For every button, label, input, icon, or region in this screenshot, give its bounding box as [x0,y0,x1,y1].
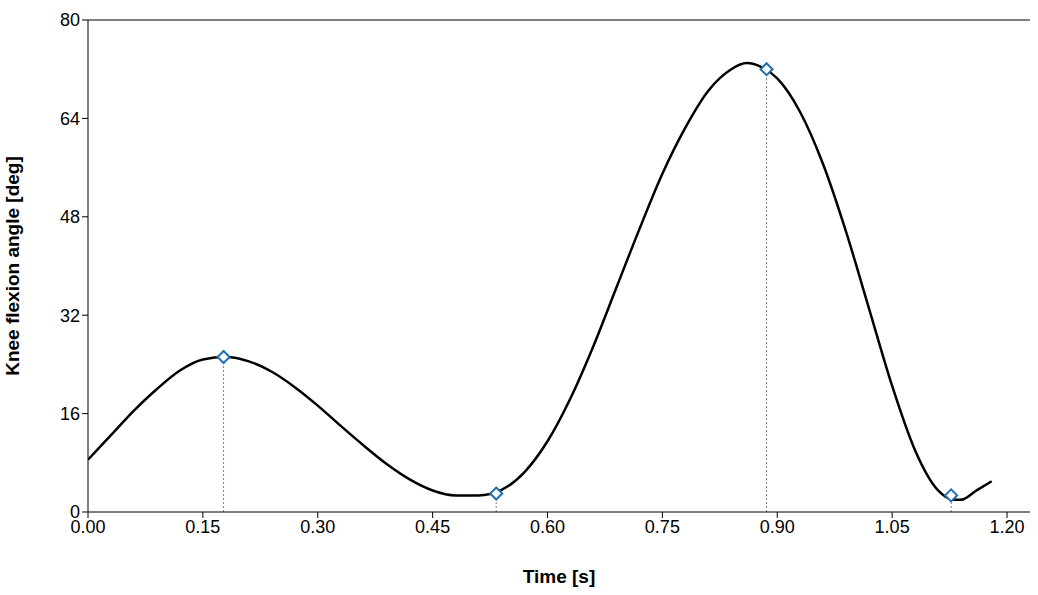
svg-text:1.05: 1.05 [875,517,910,537]
svg-text:Knee flexion angle [deg]: Knee flexion angle [deg] [2,156,23,376]
svg-text:80: 80 [60,10,80,30]
svg-text:48: 48 [60,207,80,227]
svg-text:Time [s]: Time [s] [523,566,596,587]
svg-text:1.20: 1.20 [990,517,1025,537]
svg-text:0: 0 [70,502,80,522]
svg-text:0.75: 0.75 [645,517,680,537]
svg-text:32: 32 [60,306,80,326]
svg-text:0.00: 0.00 [70,516,106,537]
svg-text:0.60: 0.60 [530,517,565,537]
svg-text:16: 16 [60,404,80,424]
svg-text:0.90: 0.90 [760,517,795,537]
svg-text:0.15: 0.15 [185,517,220,537]
svg-text:0.45: 0.45 [415,517,450,537]
svg-text:64: 64 [60,109,80,129]
svg-text:0.30: 0.30 [300,517,335,537]
